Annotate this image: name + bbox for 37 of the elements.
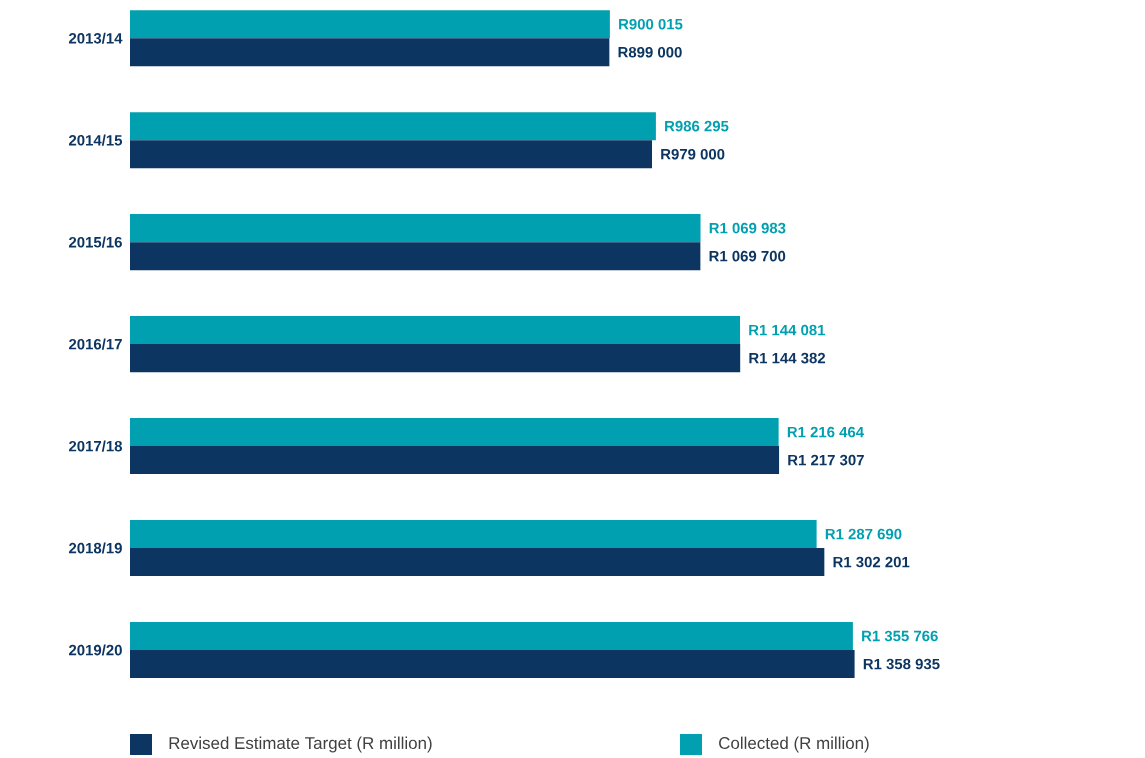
bar — [130, 10, 610, 39]
bar — [130, 140, 653, 169]
data-label: R899 000 — [618, 46, 682, 58]
data-label: R1 216 464 — [787, 426, 864, 438]
bar — [130, 548, 825, 577]
bar — [130, 446, 780, 475]
y-tick-label: 2019/20 — [68, 644, 122, 656]
y-tick-label: 2015/16 — [68, 236, 122, 248]
bar — [130, 38, 610, 67]
data-label: R1 302 201 — [833, 556, 910, 568]
bar — [130, 316, 741, 345]
data-label: R1 217 307 — [788, 454, 864, 466]
data-label: R979 000 — [661, 148, 725, 160]
y-tick-label: 2018/19 — [68, 542, 122, 554]
bar — [130, 344, 741, 373]
y-tick-label: 2014/15 — [68, 134, 123, 146]
bar — [130, 112, 656, 141]
data-label: R1 144 081 — [749, 324, 826, 336]
data-label: R900 015 — [619, 18, 683, 30]
y-tick-label: 2017/18 — [68, 440, 122, 452]
data-label: R986 295 — [665, 120, 729, 132]
y-tick-label: 2013/14 — [68, 32, 123, 44]
bar — [130, 214, 701, 243]
data-label: R1 069 700 — [709, 250, 786, 262]
bar — [130, 621, 853, 651]
legend-label: Collected (R million) — [719, 736, 869, 753]
legend-label: Revised Estimate Target (R million) — [169, 736, 432, 753]
y-tick-label: 2016/17 — [68, 338, 122, 350]
data-label: R1 144 382 — [749, 352, 826, 364]
bar — [130, 520, 817, 549]
data-label: R1 355 766 — [862, 630, 938, 642]
data-label: R1 069 983 — [709, 222, 786, 234]
data-label: R1 287 690 — [825, 528, 902, 540]
data-label: R1 358 935 — [863, 658, 940, 670]
bar — [130, 242, 701, 271]
bar — [130, 418, 779, 447]
bar — [130, 650, 855, 679]
